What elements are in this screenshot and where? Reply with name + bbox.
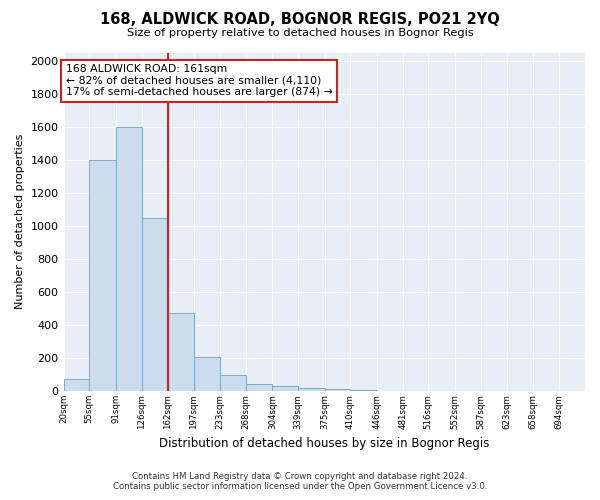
Bar [194,357,220,391]
Text: 168 ALDWICK ROAD: 161sqm
← 82% of detached houses are smaller (4,110)
17% of sem: 168 ALDWICK ROAD: 161sqm ← 82% of detach… [66,64,332,98]
Y-axis label: Number of detached properties: Number of detached properties [15,134,25,310]
Bar [350,390,377,391]
Bar [246,384,272,391]
Text: Contains HM Land Registry data © Crown copyright and database right 2024.
Contai: Contains HM Land Registry data © Crown c… [113,472,487,491]
Text: 168, ALDWICK ROAD, BOGNOR REGIS, PO21 2YQ: 168, ALDWICK ROAD, BOGNOR REGIS, PO21 2Y… [100,12,500,28]
Bar [272,386,298,391]
Bar [89,160,116,391]
X-axis label: Distribution of detached houses by size in Bognor Regis: Distribution of detached houses by size … [159,437,490,450]
Bar [325,388,350,391]
Bar [142,218,168,391]
Text: Size of property relative to detached houses in Bognor Regis: Size of property relative to detached ho… [127,28,473,38]
Bar [116,127,142,391]
Bar [220,374,246,391]
Bar [64,378,89,391]
Bar [168,312,194,391]
Bar [298,388,325,391]
